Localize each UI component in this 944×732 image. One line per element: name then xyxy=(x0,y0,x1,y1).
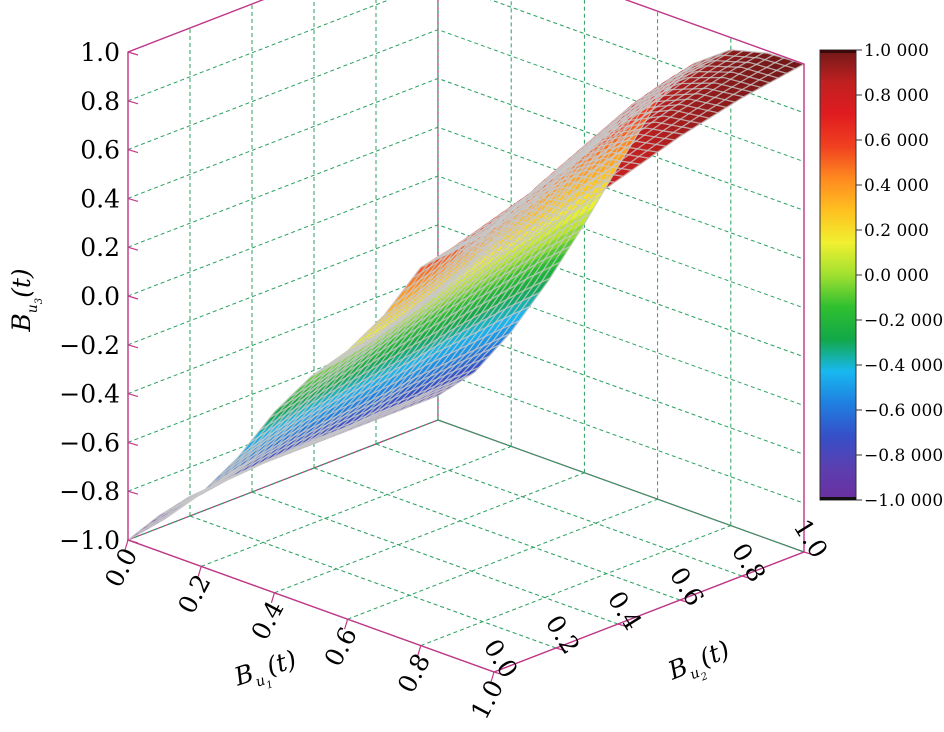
y-axis-label: Bu2(t) xyxy=(663,635,737,694)
x-tick-mark xyxy=(490,671,495,683)
y-tick-mark xyxy=(803,551,815,556)
z-tick-mark xyxy=(127,344,139,349)
z-tick-label: −1.0 xyxy=(59,526,120,555)
x-axis-label-subsub: 1 xyxy=(265,679,274,691)
z-tick-mark xyxy=(127,539,139,544)
x-tick-label: 0.2 xyxy=(172,570,216,619)
z-tick-label: −0.8 xyxy=(59,477,120,506)
colorbar-tick-label: −0.8 000 xyxy=(864,446,943,466)
colorbar-tick-label: 0.6 000 xyxy=(864,131,929,151)
x-tick-label: 0.8 xyxy=(392,649,436,698)
x-tick-label: 0.6 xyxy=(319,622,363,671)
back-walls xyxy=(126,0,806,673)
y-tick-mark xyxy=(617,623,629,628)
grid-line-y-floor xyxy=(437,419,805,553)
z-tick-mark xyxy=(127,197,139,202)
x-tick-mark xyxy=(417,645,422,656)
grid-line-y-floor xyxy=(375,443,743,577)
x-tick-mark xyxy=(124,539,129,551)
colorbar-tick-label: 0.8 000 xyxy=(864,86,929,106)
colorbar-min-cap xyxy=(820,497,856,500)
colorbar-ticks: −1.0 000 −0.8 000 −0.6 000 −0.4 000 −0.2 000… xyxy=(820,41,943,511)
mesh-line xyxy=(432,50,744,262)
mesh-line xyxy=(452,52,764,252)
surface xyxy=(127,49,805,541)
y-axis-label-subsub: 2 xyxy=(699,671,710,684)
z-tick-mark xyxy=(127,100,139,105)
grid-line-z xyxy=(127,0,805,114)
grid-line-y-floor xyxy=(189,515,557,649)
grid-line-z xyxy=(127,77,805,211)
z-tick-mark xyxy=(127,441,139,446)
y-tick-mark xyxy=(555,647,567,652)
z-tick-label: 1.0 xyxy=(80,38,120,67)
z-tick-mark xyxy=(127,246,139,251)
y-tick-mark xyxy=(679,599,691,604)
mesh-line xyxy=(463,54,774,251)
colorbar-tick-label: −0.4 000 xyxy=(864,356,943,376)
z-tick-label: 0.4 xyxy=(80,184,120,213)
z-axis-ticks: −1.0 −0.8 −0.6 −0.4 −0.2 0.0 0.2 0.4 0.6 0.8 1.0 xyxy=(59,38,139,555)
frame-x-edge xyxy=(127,539,495,673)
colorbar-tick-label: −0.2 000 xyxy=(864,311,943,331)
z-axis-label-arg: (t) xyxy=(7,268,36,298)
grid-line-y-floor xyxy=(313,467,681,601)
z-tick-label: 0.8 xyxy=(80,87,120,116)
mesh-line xyxy=(437,49,805,397)
z-axis-label-subsub: 3 xyxy=(34,298,45,304)
x-axis-label: Bu1(t) xyxy=(230,644,303,700)
grid-line-z xyxy=(127,175,805,309)
x-tick-label: 0.4 xyxy=(245,596,289,645)
x-axis-label-arg: (t) xyxy=(263,644,300,681)
z-tick-label: −0.4 xyxy=(59,380,120,409)
grid-line-z xyxy=(127,224,805,358)
y-tick-mark xyxy=(493,671,505,676)
frame-top-left xyxy=(127,0,265,53)
colorbar-gradient xyxy=(819,49,857,501)
x-tick-mark xyxy=(344,619,349,630)
x-tick-mark xyxy=(270,592,275,603)
frame-top-right xyxy=(624,0,805,65)
mesh-line xyxy=(473,57,785,254)
z-tick-mark xyxy=(127,393,139,398)
z-tick-mark xyxy=(127,490,139,495)
colorbar-tick-label: −1.0 000 xyxy=(864,491,943,511)
colorbar-tick-label: 0.2 000 xyxy=(864,221,929,241)
z-tick-label: 0.6 xyxy=(80,136,120,165)
z-tick-mark xyxy=(127,51,139,56)
y-axis-label-arg: (t) xyxy=(695,635,733,673)
z-axis-label: Bu3(t) xyxy=(7,268,45,332)
z-axis-label-sub: u xyxy=(25,304,41,313)
colorbar-tick-label: 1.0 000 xyxy=(864,41,929,61)
y-tick-mark xyxy=(741,575,753,580)
z-tick-label: −0.6 xyxy=(59,428,120,457)
x-tick-label: 1.0 xyxy=(465,675,509,724)
z-tick-mark xyxy=(127,149,139,154)
colorbar-max-cap xyxy=(820,50,856,53)
z-tick-label: 0.0 xyxy=(80,282,120,311)
x-tick-mark xyxy=(197,566,202,577)
colorbar-tick-label: −0.6 000 xyxy=(864,401,943,421)
z-tick-label: −0.2 xyxy=(59,331,120,360)
colorbar-tick-label: 0.0 000 xyxy=(864,266,929,286)
z-tick-mark xyxy=(127,295,139,300)
z-tick-label: 0.2 xyxy=(80,233,120,262)
frame-y-edge xyxy=(493,551,805,673)
colorbar: −1.0 000 −0.8 000 −0.6 000 −0.4 000 −0.2 000… xyxy=(819,41,943,511)
mesh-line xyxy=(493,63,805,258)
grid-line-y-floor xyxy=(251,491,619,625)
grid-line-z xyxy=(127,126,805,260)
mesh-line xyxy=(429,54,796,400)
mesh-line xyxy=(483,60,795,256)
mesh-line xyxy=(442,51,754,257)
z-axis-label-base: B xyxy=(7,313,36,332)
colorbar-tick-label: 0.4 000 xyxy=(864,176,929,196)
